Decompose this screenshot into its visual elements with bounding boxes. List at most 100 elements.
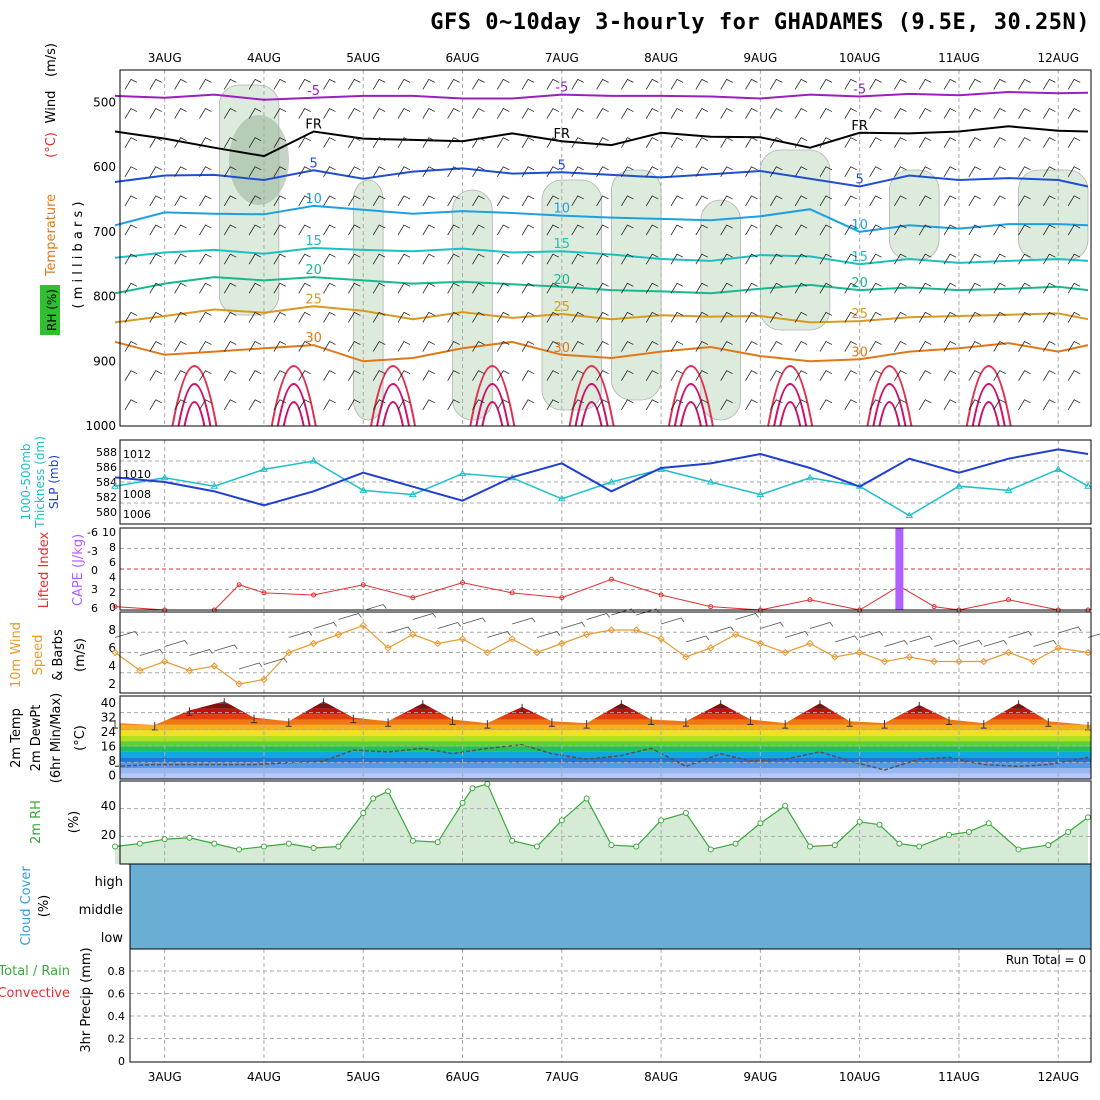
wind-barb: [298, 137, 311, 148]
wind10-barb: [338, 613, 362, 620]
wind-barb: [918, 108, 932, 119]
ylabel-cloud: Cloud Cover: [19, 866, 34, 946]
ytick-label: 0.8: [108, 965, 126, 978]
warm-contour: [276, 383, 311, 427]
wind-barb: [645, 78, 659, 90]
wind-barb: [447, 311, 460, 323]
wind-barb: [298, 341, 311, 352]
isotherm-label: 25: [554, 300, 571, 315]
wind-barb: [596, 282, 609, 294]
ytick-label: -3: [87, 545, 98, 558]
ytick-label: -6: [87, 526, 98, 539]
li-marker: [931, 604, 937, 610]
thickness-marker: [111, 482, 119, 489]
wind-barb: [372, 108, 386, 119]
wind-barb: [248, 78, 262, 90]
ytick-label: 16: [101, 740, 116, 754]
wind-barb: [894, 137, 907, 148]
ylabel-temp-unit: (°C): [44, 132, 59, 158]
wind-barb: [769, 78, 783, 90]
wind-barb: [372, 399, 386, 411]
wind-barb: [869, 311, 882, 323]
wind-barb: [447, 282, 460, 294]
wind-barb: [670, 195, 684, 207]
isotherm-line: [114, 90, 1089, 101]
wind-barb: [496, 341, 510, 352]
wind-barb: [918, 399, 932, 411]
wind-barb: [472, 341, 485, 352]
isotherm-label: 25: [305, 292, 322, 307]
wind-barb: [621, 311, 634, 323]
rh2m-marker: [112, 843, 119, 850]
wind10-marker: [359, 621, 367, 630]
wind-barb: [720, 370, 733, 381]
wind-barb: [422, 195, 435, 207]
temp-minmax-marker: [682, 718, 689, 727]
wind-barb: [695, 282, 709, 294]
cape-bar: [895, 528, 904, 610]
wind-barb: [745, 195, 758, 207]
wind-barb: [248, 370, 262, 381]
temp-minmax-marker: [221, 698, 228, 707]
wind-barb: [918, 282, 932, 294]
ytick-label: 2: [108, 677, 116, 691]
wind10-barb: [239, 662, 263, 670]
wind-barb: [472, 370, 485, 381]
li-marker: [360, 582, 366, 588]
ylabel-temp2m: 2m Temp: [9, 708, 24, 768]
ytick-label: 32: [101, 711, 116, 725]
wind-barb: [968, 370, 982, 381]
li-marker: [807, 597, 813, 603]
wind-barb: [819, 78, 833, 90]
wind-barb: [993, 166, 1006, 178]
wind-barb: [993, 282, 1006, 294]
wind-barb: [546, 224, 560, 236]
temp-minmax-marker: [548, 718, 555, 727]
rh2m-marker: [533, 843, 540, 850]
wind10-barb: [114, 631, 139, 638]
wind-barb: [348, 108, 361, 119]
rh2m-marker: [509, 837, 516, 844]
wind-barb: [1067, 341, 1081, 352]
temp-minmax-marker: [320, 698, 327, 707]
wind-barb: [819, 195, 833, 207]
wind-barb: [844, 195, 857, 207]
wind-barb: [894, 282, 907, 294]
wind10-marker: [136, 666, 144, 675]
date-label-bottom: 5AUG: [346, 1070, 380, 1084]
wind-ylabel3: & Barbs: [51, 629, 66, 681]
wind10-marker: [930, 657, 938, 666]
wind-barb: [968, 253, 982, 265]
wind-barb: [323, 137, 336, 148]
wind-barb: [422, 224, 435, 236]
wind-barb: [546, 370, 560, 381]
wind-barb: [844, 137, 857, 148]
ylabel-rh2m-unit: (%): [67, 811, 82, 834]
wind-barb: [769, 311, 783, 323]
wind-barb: [298, 370, 311, 381]
isotherm-label: 10: [305, 192, 322, 207]
temp-minmax-marker: [449, 716, 456, 725]
wind-barb: [1018, 224, 1031, 236]
ytick-label: 0: [109, 601, 116, 614]
rh2m-marker: [484, 780, 491, 787]
wind-barb: [546, 195, 560, 207]
wind-barb: [298, 282, 311, 294]
temp-band: [120, 746, 1091, 752]
temp-minmax-marker: [112, 720, 119, 729]
wind-barb: [844, 253, 857, 265]
wind-barb: [596, 195, 609, 207]
wind-barb: [174, 224, 187, 236]
wind10-barb: [536, 631, 561, 638]
li-marker: [608, 576, 614, 582]
wind-barb: [571, 166, 584, 178]
wind-barb: [199, 108, 212, 119]
wind10-barb: [512, 617, 536, 625]
wind-barb: [1018, 108, 1031, 119]
rh2m-marker: [965, 828, 972, 835]
wind-barb: [794, 399, 808, 411]
ytick-label: 8: [108, 754, 116, 768]
wind-barb: [894, 166, 907, 178]
wind-barb: [521, 282, 535, 294]
